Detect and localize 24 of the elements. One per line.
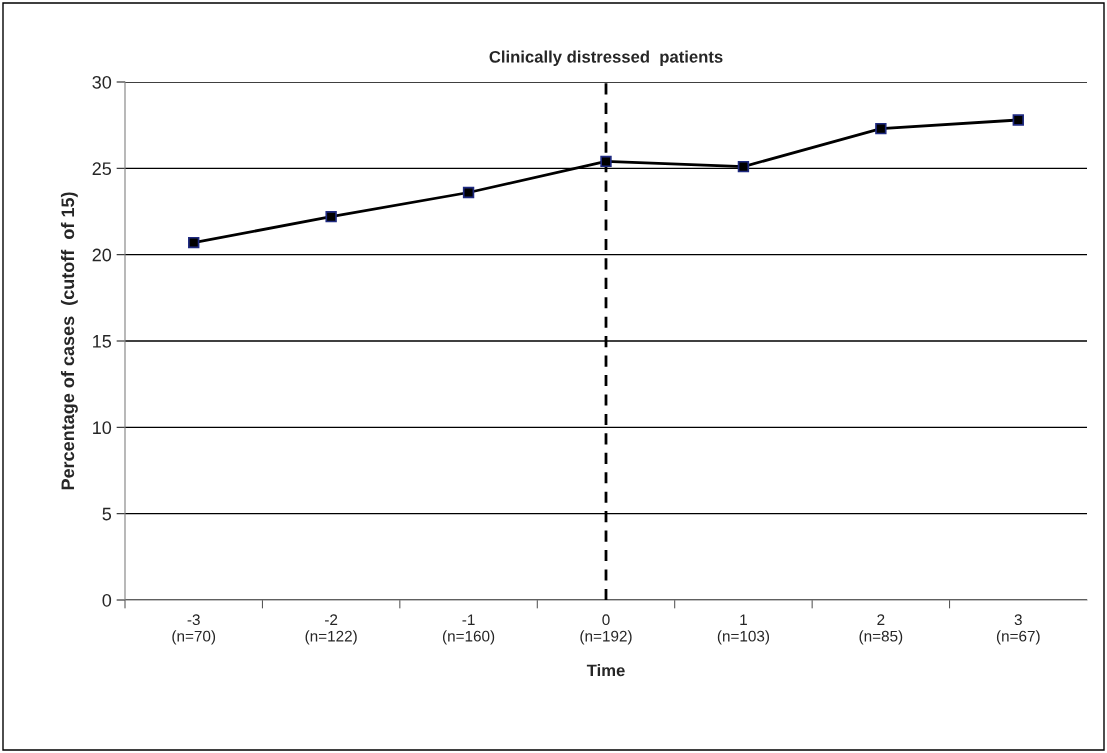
x-tick-label: 2 (n=85) xyxy=(859,614,903,645)
point xyxy=(188,236,200,249)
point xyxy=(325,210,337,223)
y-tick-label: 20 xyxy=(92,248,112,262)
x-tick-label: 0 (n=192) xyxy=(580,614,632,645)
point xyxy=(462,186,475,199)
y-axis-title: Percentage of cases (cutoff of 15) xyxy=(60,192,78,490)
x-axis-title: Time xyxy=(586,664,625,677)
x-tick-label: 3 (n=67) xyxy=(996,614,1040,645)
x-tick-label: 1 (n=103) xyxy=(717,614,770,645)
y-tick-label: 0 xyxy=(102,593,112,607)
y-tick-label: 25 xyxy=(92,162,112,176)
point xyxy=(737,160,750,173)
y-tick-label: 15 xyxy=(93,335,112,348)
chart-title: Clinically distressed patients xyxy=(489,50,723,67)
y-tick-label: 5 xyxy=(102,507,112,521)
point xyxy=(875,122,887,135)
x-tick-label: -3 (n=70) xyxy=(172,614,216,645)
y-tick-label: 10 xyxy=(93,421,112,435)
point xyxy=(600,155,612,168)
y-tick-label: 30 xyxy=(92,75,112,89)
x-tick-label: -2 (n=122) xyxy=(305,614,357,645)
x-tick-label: -1 (n=160) xyxy=(442,614,495,645)
point xyxy=(1012,114,1024,126)
